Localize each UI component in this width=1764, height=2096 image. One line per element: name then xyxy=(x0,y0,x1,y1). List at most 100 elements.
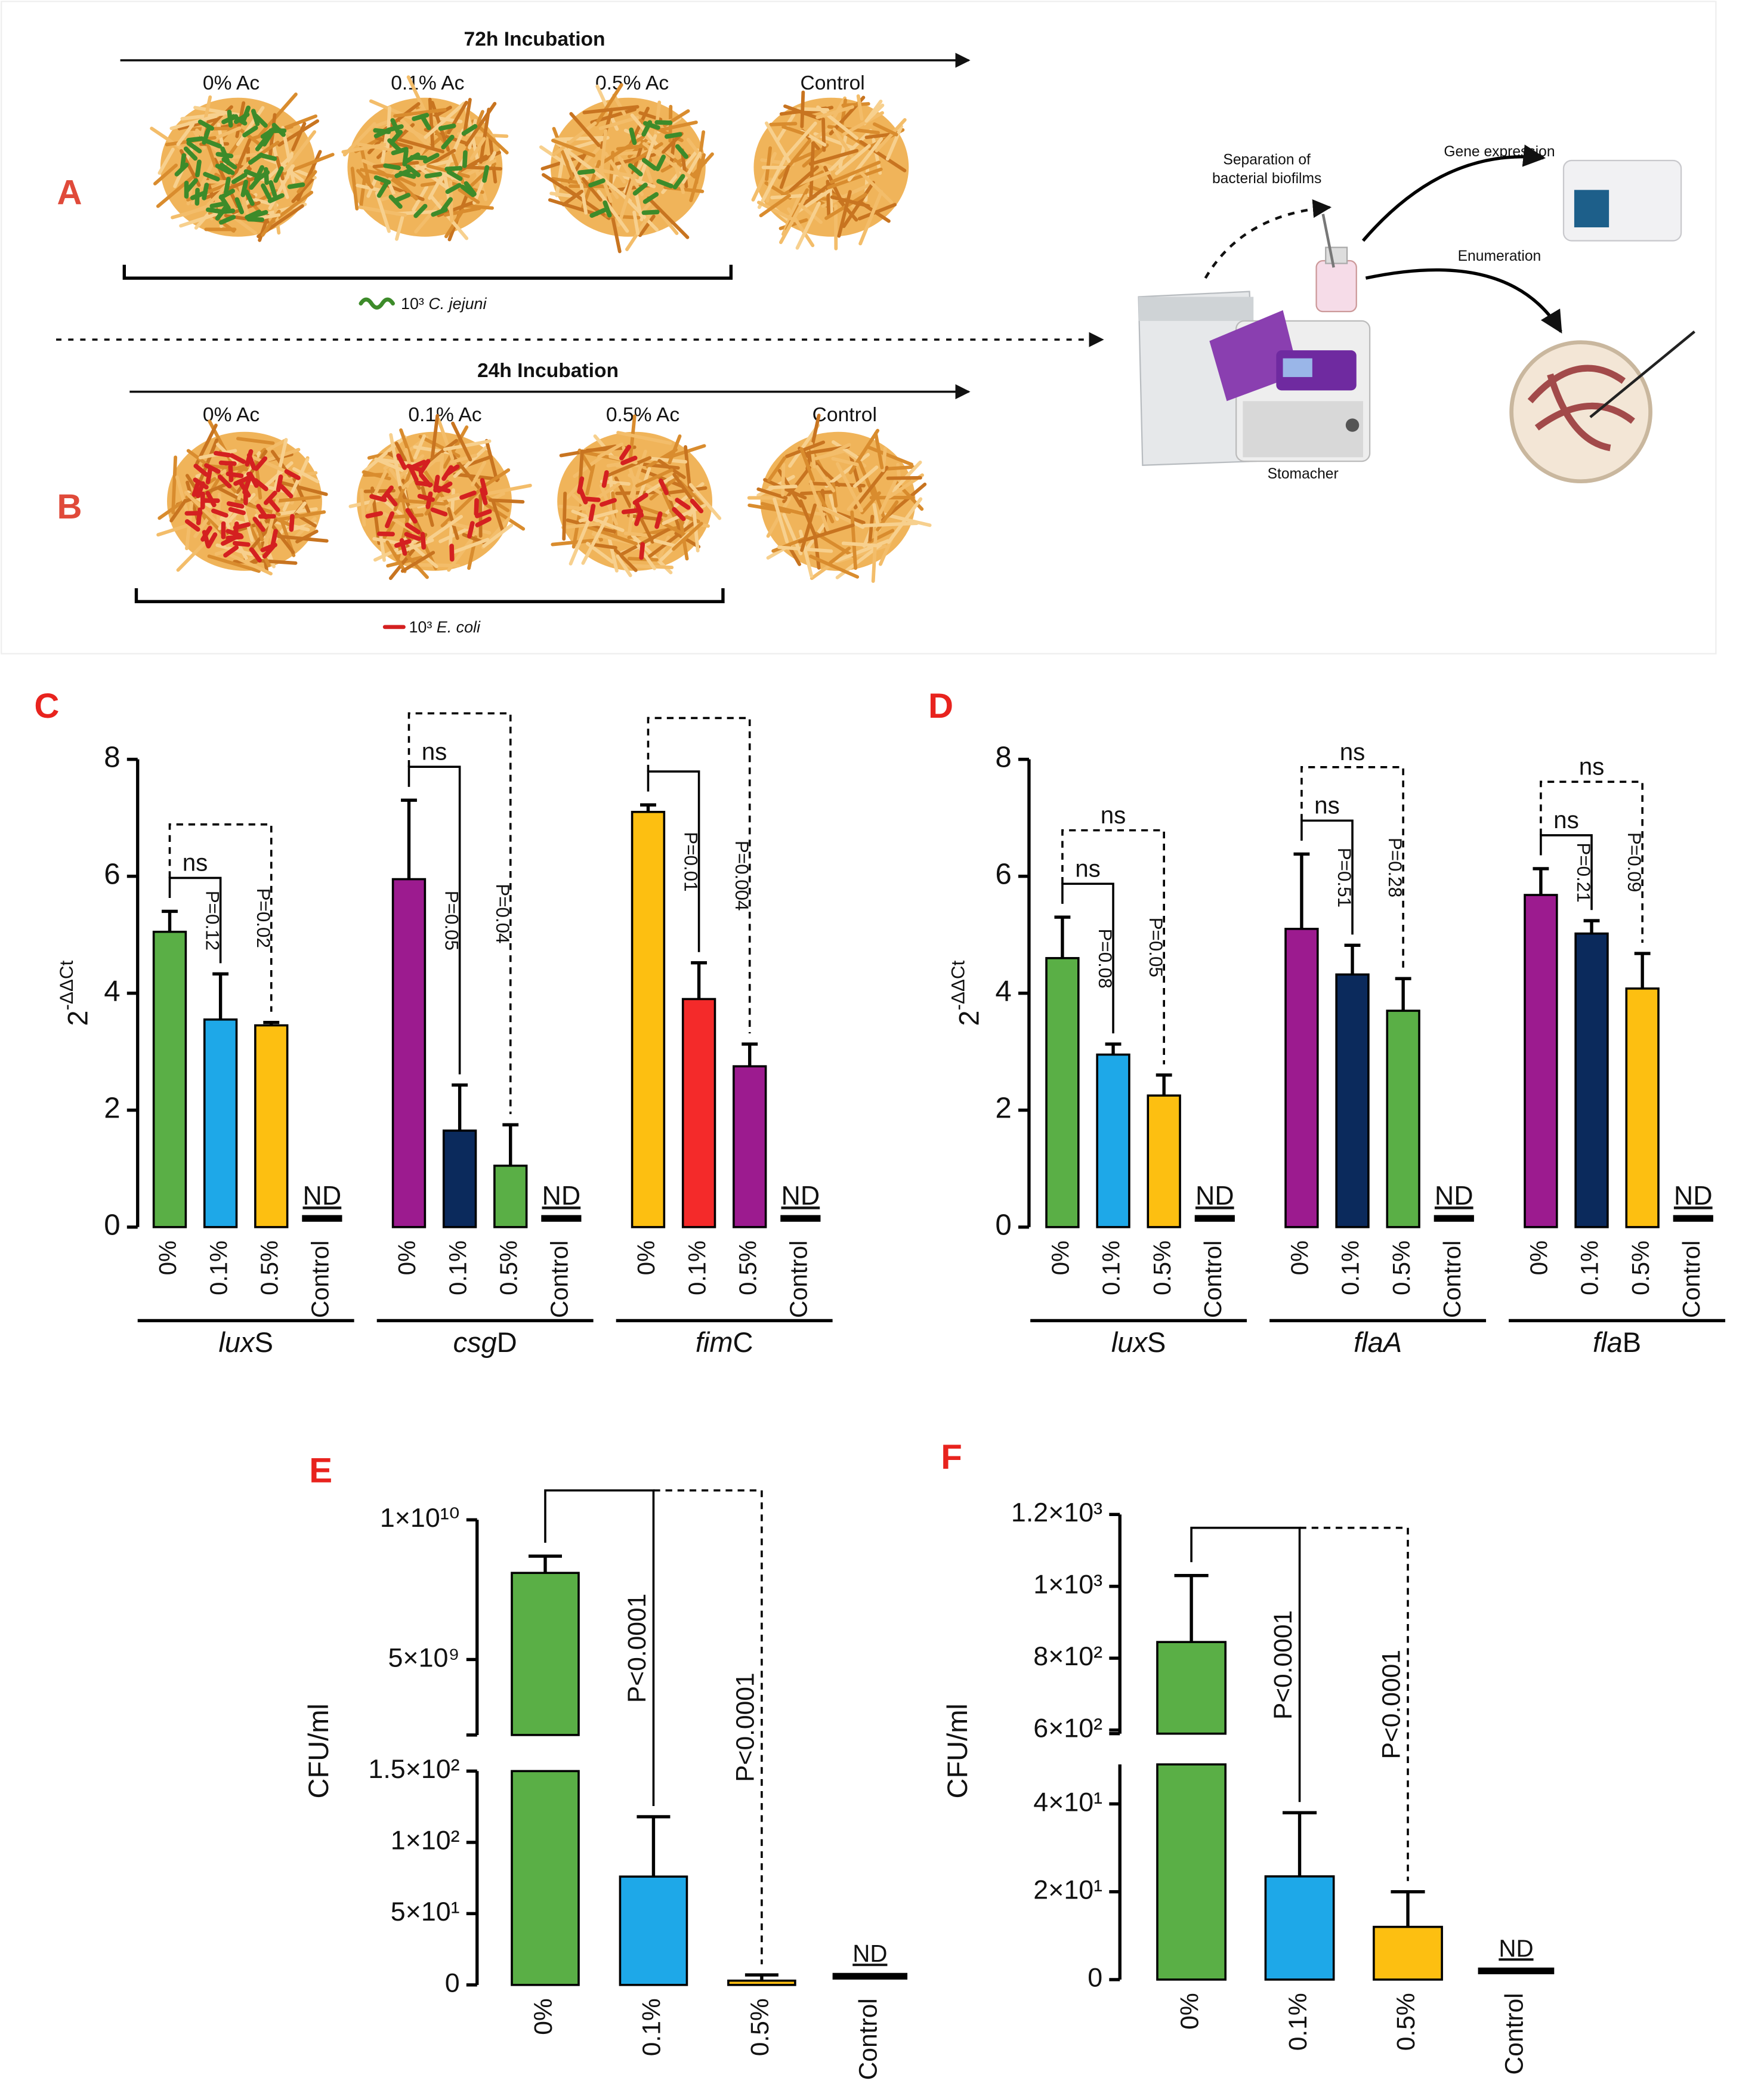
process-label: Gene expression xyxy=(1444,144,1555,160)
bacterium xyxy=(231,172,248,184)
hay-straw xyxy=(360,488,366,527)
hay-straw xyxy=(635,468,674,488)
comparison-bracket xyxy=(168,876,222,964)
hay-straw xyxy=(872,122,898,137)
x-tick-label: 0.1% xyxy=(205,1240,232,1295)
bacterium xyxy=(245,449,254,467)
group-label: luxS xyxy=(218,1326,273,1358)
bar xyxy=(1574,932,1609,1228)
bacterium xyxy=(619,444,632,461)
hay-straw xyxy=(406,524,410,554)
hay-straw xyxy=(779,165,790,189)
group-label: flaA xyxy=(1354,1326,1402,1358)
bacterium xyxy=(419,114,431,131)
bacterium xyxy=(654,511,663,529)
hay-straw xyxy=(395,215,404,241)
hay-straw xyxy=(450,538,490,555)
bacterium xyxy=(260,542,277,552)
p-value: P=0.05 xyxy=(1145,918,1166,977)
hay-straw xyxy=(781,510,803,555)
x-tick-label: 0% xyxy=(154,1240,181,1275)
hay-straw xyxy=(291,122,307,152)
bacterium xyxy=(577,169,595,175)
y-tick-label: 4 xyxy=(995,975,1011,1008)
hay-straw xyxy=(598,116,640,131)
x-tick-label: 0.1% xyxy=(638,1998,666,2056)
bacterium xyxy=(383,163,401,171)
x-tick-label: 0% xyxy=(529,1998,558,2035)
hay-straw xyxy=(668,434,682,465)
value-label: ND xyxy=(852,1940,887,1967)
bacterium xyxy=(654,120,673,125)
condition-label: 0.1% Ac xyxy=(408,404,481,426)
bacterium xyxy=(582,496,601,502)
hay-straw xyxy=(628,142,663,166)
bacterium xyxy=(184,519,200,532)
bacterium xyxy=(229,453,246,464)
hay-straw xyxy=(597,189,629,233)
hay-straw xyxy=(684,445,693,499)
y-tick-label: 8 xyxy=(104,741,120,774)
hay-straw xyxy=(815,105,854,119)
hay-straw xyxy=(341,143,388,154)
hay-straw xyxy=(176,122,195,146)
bacterium xyxy=(246,217,265,223)
hay-straw xyxy=(765,146,773,181)
hay-straw xyxy=(471,461,487,487)
bar xyxy=(1524,894,1558,1228)
hay-straw xyxy=(864,103,885,123)
hay-straw xyxy=(841,102,870,107)
hay-ball xyxy=(150,92,335,242)
bacterium xyxy=(242,477,252,495)
bacterium xyxy=(409,459,427,470)
group-label-italic: lux xyxy=(1111,1326,1148,1358)
bacterium xyxy=(385,511,395,529)
hay-straw xyxy=(874,431,884,470)
hay-straw xyxy=(672,521,703,551)
inoculum-organism: C. jejuni xyxy=(428,295,487,313)
bacterium xyxy=(225,471,244,479)
bar xyxy=(254,1024,289,1228)
hay-straw xyxy=(372,160,419,169)
hay-straw xyxy=(362,470,391,481)
hay-straw xyxy=(808,554,860,579)
comparison-bracket xyxy=(1540,834,1593,910)
bacterium xyxy=(186,136,205,143)
bar xyxy=(391,878,427,1228)
hay-straw xyxy=(484,439,499,483)
bacterium xyxy=(217,474,232,489)
hay-straw xyxy=(672,473,693,500)
hay-straw xyxy=(853,465,889,510)
y-label-exponent: -ΔΔCt xyxy=(948,960,969,1010)
bacterium xyxy=(404,152,421,164)
hay-straw xyxy=(359,175,367,208)
p-value: P=0.28 xyxy=(1385,838,1405,897)
value-label: ND xyxy=(1674,1181,1713,1211)
hay-straw xyxy=(764,121,791,163)
p-value: P=0.05 xyxy=(441,891,462,950)
comparison-bracket xyxy=(1540,780,1643,943)
hay-straw xyxy=(281,126,296,184)
nd-marker xyxy=(832,1972,908,1980)
bacterium xyxy=(211,508,228,518)
y-tick-label: 8×10² xyxy=(1033,1641,1102,1671)
bacterium xyxy=(193,464,209,477)
x-tick-label: 0% xyxy=(1175,1993,1204,2030)
hay-straw xyxy=(747,503,792,514)
hay-straw xyxy=(157,147,175,175)
value-label: ND xyxy=(303,1181,342,1211)
hay-straw xyxy=(458,188,480,204)
hay-straw xyxy=(852,465,879,488)
bacterium xyxy=(254,456,268,471)
y-axis-label: CFU/ml xyxy=(941,1703,973,1798)
hay-straw xyxy=(821,443,851,459)
hay-straw xyxy=(462,98,472,137)
bacterium xyxy=(209,201,228,209)
bar xyxy=(631,811,666,1228)
bacterium xyxy=(220,146,230,163)
bar xyxy=(203,1018,238,1228)
comparison-bracket xyxy=(1061,829,1165,1064)
hay-straw xyxy=(157,499,185,520)
bar xyxy=(1147,1094,1181,1228)
bacterium xyxy=(174,162,189,177)
